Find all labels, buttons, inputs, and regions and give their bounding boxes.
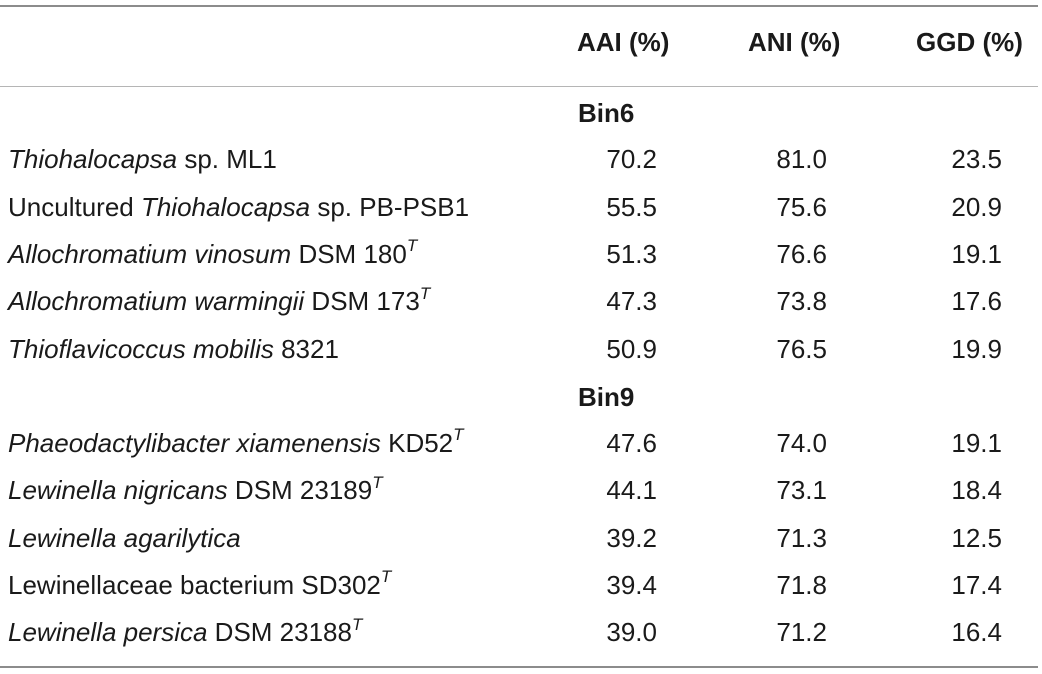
aai-value: 70.2 [606, 144, 657, 175]
organism-name: Lewinella agarilytica [8, 518, 241, 558]
type-strain-marker: T [380, 567, 392, 587]
aai-value: 39.4 [606, 570, 657, 600]
organism-name: Thiohalocapsa sp. ML1 [8, 139, 277, 179]
header-ggd: GGD (%) [916, 27, 1023, 57]
organism-name-part: DSM 180 [291, 238, 407, 269]
organism-name: Allochromatium warmingii DSM 173T [8, 281, 430, 321]
organism-name-part: Allochromatium vinosum [8, 238, 292, 269]
aai-value: 39.2 [606, 522, 657, 553]
ggd-value: 18.4 [951, 475, 1002, 506]
organism-name: Thioflavicoccus mobilis 8321 [8, 329, 339, 369]
aai-value: 47.6 [606, 428, 657, 459]
table-row: Lewinella agarilytica 39.2 71.3 12.5 [0, 518, 1042, 558]
type-strain-marker: T [453, 425, 464, 445]
table-row: Lewinellaceae bacterium SD302T 39.4 71.8 17… [0, 565, 1042, 605]
aai-value: 39.0 [606, 617, 657, 648]
group-label: Bin9 [578, 381, 635, 412]
ani-value: 71.2 [776, 617, 827, 648]
type-strain-marker: T [372, 472, 383, 492]
table-row: Thioflavicoccus mobilis 8321 50.9 76.5 19.9 [0, 329, 1042, 369]
aai-value: 55.5 [606, 191, 657, 222]
organism-name-part: Lewinella nigricans [8, 475, 228, 506]
organism-name-part: KD52 [380, 428, 454, 459]
organism-name-part: Thiohalocapsa [8, 144, 178, 175]
table-bottom-rule [0, 666, 1038, 668]
ani-value: 74.0 [776, 428, 827, 459]
ani-value: 76.6 [776, 238, 827, 269]
header-aai: AAI (%) [577, 27, 670, 57]
table-row: Allochromatium warmingii DSM 173T 47.3 73.… [0, 281, 1042, 321]
ggd-value: 17.6 [951, 286, 1002, 317]
ani-value: 73.8 [776, 286, 827, 317]
organism-name-part: sp. ML1 [177, 144, 277, 175]
ani-value: 81.0 [776, 144, 827, 175]
organism-name: Uncultured Thiohalocapsa sp. PB-PSB1 [8, 187, 469, 227]
organism-name-part: Lewinella agarilytica [8, 522, 241, 553]
organism-name-part: Allochromatium warmingii [8, 286, 305, 317]
type-strain-marker: T [419, 283, 431, 303]
organism-name: Allochromatium vinosum DSM 180T [8, 234, 417, 274]
organism-name: Phaeodactylibacter xiamenensis KD52T [8, 423, 464, 463]
header-ani: ANI (%) [748, 27, 841, 57]
organism-name-part: Uncultured [8, 191, 141, 222]
organism-name: Lewinella nigricans DSM 23189T [8, 470, 383, 510]
table-row: Phaeodactylibacter xiamenensis KD52T 47.6… [0, 423, 1042, 463]
organism-name-part: Phaeodactylibacter xiamenensis [8, 428, 381, 459]
ggd-value: 19.1 [951, 428, 1002, 459]
organism-name-part: DSM 23189 [227, 475, 373, 506]
table-top-rule [0, 5, 1038, 7]
ggd-value: 20.9 [951, 191, 1002, 222]
organism-name-part: Lewinellaceae bacterium SD302 [8, 570, 381, 600]
aai-value: 50.9 [606, 333, 657, 364]
ani-value: 75.6 [776, 191, 827, 222]
table-row: Uncultured Thiohalocapsa sp. PB-PSB1 55.5… [0, 187, 1042, 227]
type-strain-marker: T [406, 236, 418, 256]
ani-value: 73.1 [776, 475, 827, 506]
ggd-value: 16.4 [951, 617, 1002, 648]
ani-value: 76.5 [776, 333, 827, 364]
aai-value: 51.3 [606, 238, 657, 269]
organism-name: Lewinella persica DSM 23188T [8, 612, 362, 652]
ggd-value: 12.5 [951, 522, 1002, 553]
organism-name-part: 8321 [273, 333, 339, 364]
organism-name: Lewinellaceae bacterium SD302T [8, 565, 391, 605]
organism-name-part: DSM 23188 [207, 617, 352, 648]
organism-name-part: sp. PB-PSB1 [310, 191, 470, 222]
table-row: Thiohalocapsa sp. ML1 70.2 81.0 23.5 [0, 139, 1042, 179]
type-strain-marker: T [351, 614, 363, 634]
table-row: Lewinella nigricans DSM 23189T 44.1 73.1 18… [0, 470, 1042, 510]
table-row: Lewinella persica DSM 23188T 39.0 71.2 16.4 [0, 612, 1042, 652]
table-header-rule [0, 86, 1038, 87]
aai-value: 47.3 [606, 286, 657, 317]
ani-value: 71.8 [776, 570, 827, 600]
ggd-value: 23.5 [951, 144, 1002, 175]
aai-value: 44.1 [606, 475, 657, 506]
organism-name-part: Lewinella persica [8, 617, 208, 648]
group-label: Bin6 [578, 98, 635, 128]
organism-name-part: Thiohalocapsa [140, 191, 311, 222]
table-row: Allochromatium vinosum DSM 180T 51.3 76.6 1… [0, 234, 1042, 274]
ggd-value: 17.4 [951, 570, 1002, 600]
ggd-value: 19.1 [951, 238, 1002, 269]
ggd-value: 19.9 [951, 333, 1002, 364]
ani-value: 71.3 [776, 522, 827, 553]
organism-name-part: DSM 173 [304, 286, 420, 317]
organism-name-part: Thioflavicoccus mobilis [8, 333, 274, 364]
